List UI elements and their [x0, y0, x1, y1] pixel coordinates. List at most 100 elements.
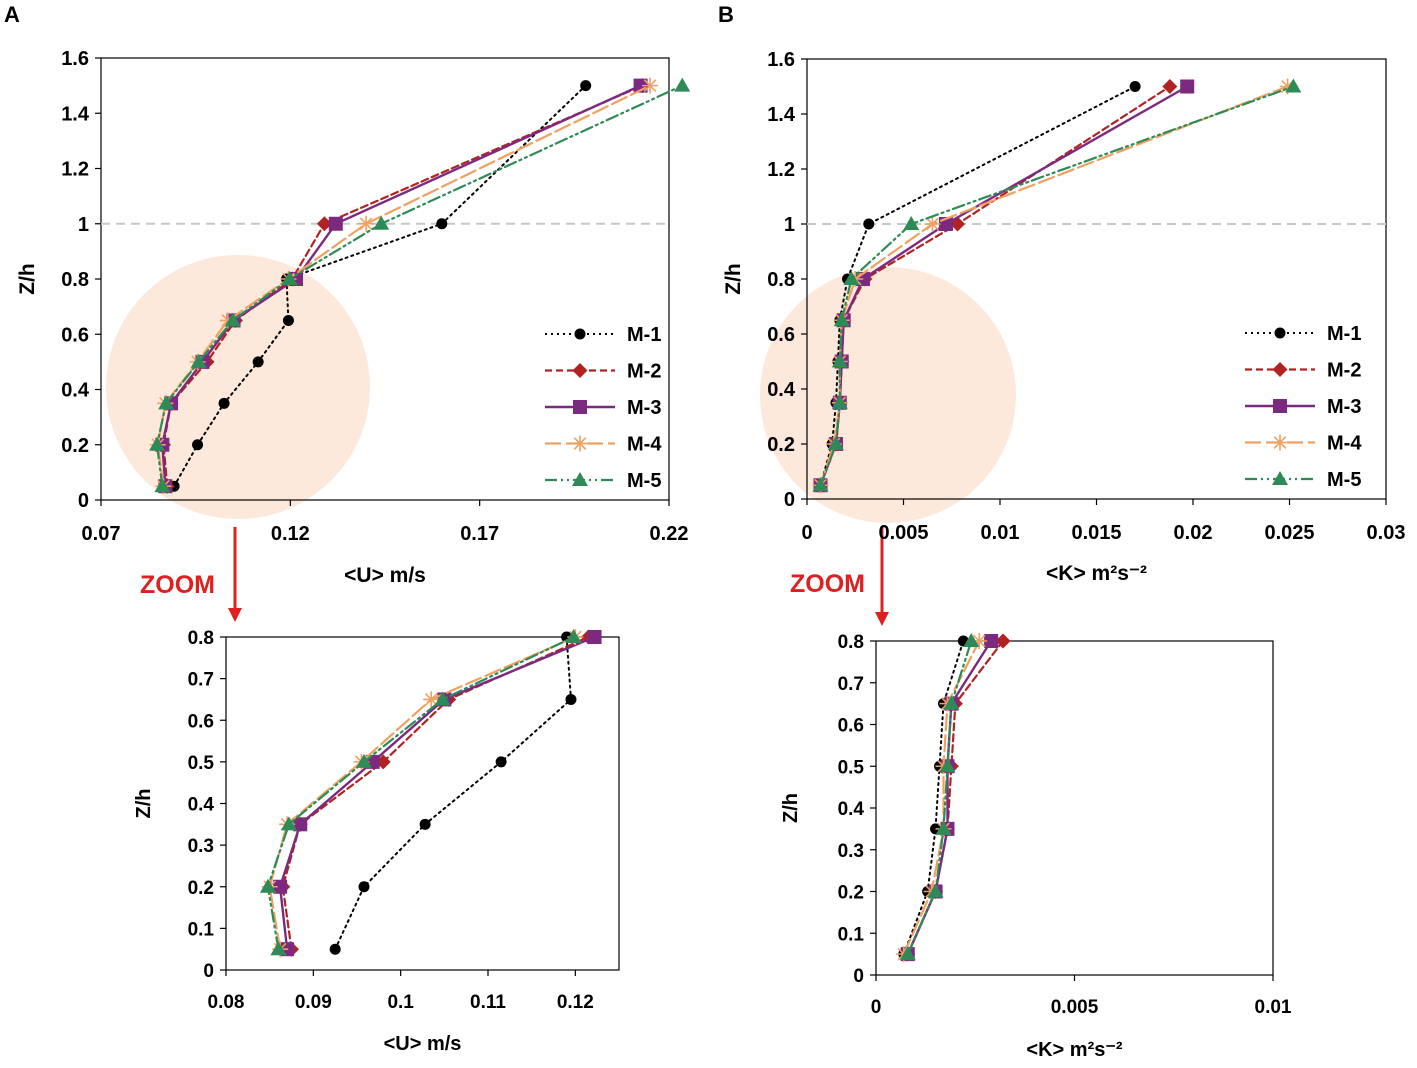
y-tick-label: 1.4 [61, 103, 90, 125]
zoom-label-b: ZOOM [790, 570, 865, 598]
legend-label-m-5: M-5 [627, 470, 661, 492]
data-point-m-1 [358, 881, 370, 893]
data-point-m-5 [843, 271, 860, 285]
data-point-m-1 [419, 818, 431, 830]
legend-item-m-1: M-1 [545, 324, 661, 346]
series-m-4 [895, 633, 988, 963]
legend-marker-m-3 [573, 400, 587, 414]
legend-marker-m-1 [1274, 327, 1286, 339]
y-tick-label: 0.1 [188, 919, 215, 940]
data-point-m-5 [280, 816, 297, 831]
y-tick-label: 0.3 [188, 836, 214, 857]
x-tick-label: 0.005 [878, 522, 928, 544]
data-point-m-3 [984, 634, 999, 648]
legend-item-m-5: M-5 [1245, 469, 1361, 491]
y-tick-label: 1.4 [767, 104, 796, 126]
data-point-m-4-stroke [424, 693, 438, 706]
data-point-m-5 [270, 941, 287, 956]
data-point-m-5 [827, 436, 844, 450]
y-tick-label: 0 [203, 961, 214, 982]
y-tick-label: 0.6 [188, 711, 214, 732]
legend-marker-m-4-stroke [573, 437, 587, 450]
data-point-m-5 [831, 353, 848, 368]
legend-label-m-2: M-2 [1327, 360, 1361, 382]
legend-item-m-1: M-1 [1245, 323, 1361, 345]
y-tick-label: 0.7 [838, 674, 864, 695]
x-tick-label: 0.22 [650, 523, 689, 545]
data-point-m-5 [158, 395, 175, 410]
x-tick-label: 0.025 [1264, 522, 1314, 544]
y-tick-label: 0.5 [838, 757, 865, 778]
series-line-m-5 [266, 635, 575, 951]
y-tick-label: 0 [78, 490, 89, 512]
y-tick-label: 1.6 [767, 49, 795, 71]
legend-marker-m-4 [1272, 434, 1288, 451]
x-tick-label: 0.015 [1071, 522, 1121, 544]
y-tick-label: 0.1 [838, 924, 865, 945]
y-tick-label: 1.2 [767, 159, 795, 181]
x-axis-label: <K> m²s⁻² [1026, 1039, 1122, 1061]
zoom-arrow-b [875, 527, 889, 626]
data-point-m-5 [833, 312, 850, 327]
data-point-m-4-stroke [926, 217, 939, 231]
y-tick-label: 0.6 [61, 324, 89, 346]
y-tick-label: 0.3 [838, 841, 864, 862]
data-point-m-5 [674, 77, 691, 92]
data-point-m-1 [436, 218, 448, 230]
legend-item-m-4: M-4 [545, 434, 662, 456]
x-tick-label: 0.17 [460, 523, 499, 545]
y-tick-label: 0.4 [838, 799, 865, 820]
y-tick-label: 1 [78, 214, 89, 236]
data-point-m-2 [995, 633, 1011, 649]
legend-item-m-5: M-5 [545, 470, 661, 492]
y-tick-label: 0.8 [188, 628, 214, 649]
y-tick-label: 0.4 [767, 379, 796, 401]
y-tick-label: 0.8 [767, 269, 795, 291]
legend-marker-m-4-stroke [1273, 436, 1287, 449]
data-point-m-2 [316, 216, 332, 232]
series-line-m-4 [156, 84, 652, 488]
series-line-m-1 [334, 636, 572, 951]
legend-item-m-2: M-2 [545, 361, 661, 383]
series-m-3 [273, 630, 602, 957]
series-line-m-5 [155, 84, 684, 488]
data-point-m-5 [190, 353, 207, 368]
zoom-label-a: ZOOM [140, 571, 215, 599]
x-tick-label: 0.12 [557, 992, 594, 1013]
y-tick-label: 0.6 [767, 324, 795, 346]
data-point-m-5 [943, 695, 960, 710]
legend-label-m-4: M-4 [1327, 433, 1362, 455]
data-point-m-1 [565, 693, 577, 705]
chart-A-zoom: 0 0.1 0.2 0.3 0.4 0.5 0.6 0.7 0.8 0.08 0.09 0.1 0.11… [133, 628, 620, 1055]
data-point-m-5 [939, 758, 956, 773]
data-point-m-5 [963, 633, 980, 647]
x-tick-label: 0.11 [470, 992, 506, 1013]
series-m-5 [812, 78, 1302, 492]
data-point-m-5 [373, 215, 390, 230]
x-tick-label: 0.005 [1051, 997, 1099, 1018]
legend-marker-m-3 [1273, 399, 1287, 413]
chart-A-main: 0 0.2 0.4 0.6 0.8 1 1.2 1.4 1.6 0.07 0.12 0.17 0.22 <… [16, 48, 691, 587]
legend-marker-m-1 [574, 328, 586, 340]
data-point-m-2 [1162, 79, 1178, 94]
legend-marker-m-5 [1272, 471, 1288, 485]
x-axis-label: <K> m²s⁻² [1046, 562, 1147, 585]
data-point-m-5 [831, 394, 848, 409]
data-point-m-5 [935, 820, 952, 835]
y-tick-label: 0.2 [767, 434, 795, 456]
legend-label-m-3: M-3 [1327, 396, 1361, 418]
y-tick-label: 0 [784, 489, 795, 511]
series-line-m-3 [278, 635, 596, 951]
y-tick-label: 0.4 [61, 380, 90, 402]
zoom-arrow-a [228, 527, 242, 622]
series-line-m-1 [902, 640, 965, 956]
data-point-m-5 [1285, 78, 1302, 93]
y-tick-label: 0.8 [838, 632, 864, 653]
data-point-m-1 [329, 943, 341, 955]
x-tick-label: 0.02 [1174, 522, 1213, 544]
y-tick-label: 1.2 [61, 159, 89, 181]
legend-label-m-5: M-5 [1327, 469, 1361, 491]
data-point-m-3 [273, 879, 288, 894]
y-axis-label: Z/h [16, 263, 39, 295]
legend: M-1 M-2 M-3 M-4 M-5 [1245, 323, 1362, 491]
